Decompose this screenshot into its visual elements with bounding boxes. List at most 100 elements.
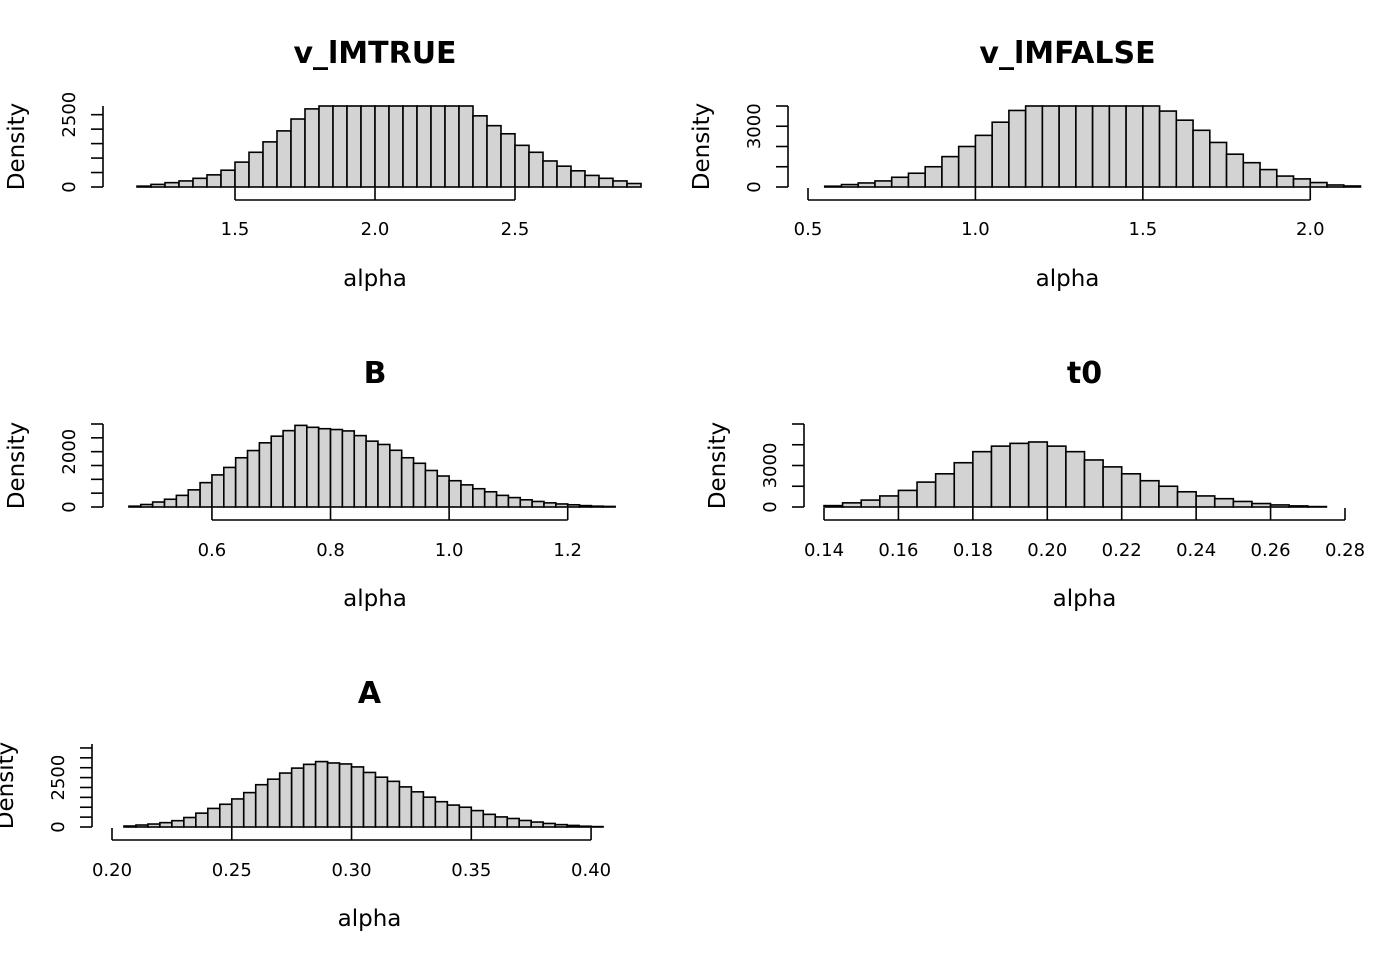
histogram-bar bbox=[519, 499, 533, 508]
histogram-bar bbox=[972, 450, 993, 508]
histogram-bar bbox=[1075, 105, 1094, 188]
histogram-bar bbox=[578, 504, 593, 508]
histogram-bar bbox=[402, 105, 418, 188]
histogram-bar bbox=[374, 105, 390, 188]
panel-4: A 0.20 0.25 0.30 0.35 0.40 0 2500 alpha Density bbox=[0, 676, 611, 932]
x-axis-label: alpha bbox=[338, 906, 402, 932]
histogram-bar bbox=[495, 494, 510, 508]
histogram-bar bbox=[542, 160, 558, 188]
histogram-bar bbox=[1108, 105, 1127, 188]
histogram-bar bbox=[424, 469, 439, 508]
histogram-bar bbox=[1192, 129, 1211, 188]
histogram-bar bbox=[1232, 500, 1253, 508]
histogram-bar bbox=[1102, 466, 1123, 508]
histogram-bar bbox=[840, 183, 860, 188]
histogram-bar bbox=[1326, 184, 1345, 188]
histogram-bar bbox=[410, 791, 425, 828]
histogram-bar bbox=[163, 498, 178, 508]
histogram-bar bbox=[389, 449, 403, 508]
histogram-bar bbox=[346, 105, 362, 188]
y-tick-label: 2000 bbox=[59, 429, 80, 475]
panel-title: v_lMTRUE bbox=[293, 36, 456, 71]
panel-2: B 0.6 0.8 1.0 1.2 0 2000 alpha Density bbox=[4, 356, 616, 612]
histogram-bar bbox=[460, 484, 474, 508]
histogram-bar bbox=[1195, 495, 1216, 508]
histogram-bar bbox=[514, 144, 530, 188]
x-tick-label: 1.0 bbox=[961, 219, 990, 240]
histogram-bar bbox=[841, 502, 863, 508]
histogram-bar bbox=[386, 780, 401, 828]
histogram-bar bbox=[175, 494, 190, 508]
histogram-bar bbox=[1288, 505, 1309, 508]
histogram-bar bbox=[1083, 459, 1104, 508]
histogram-bar bbox=[486, 124, 502, 188]
histogram-bar bbox=[1225, 153, 1245, 188]
histogram-bar bbox=[500, 132, 516, 188]
x-tick-label: 0.25 bbox=[212, 860, 252, 881]
x-tick-label: 0.22 bbox=[1102, 540, 1142, 561]
histogram-bar bbox=[246, 449, 261, 508]
histogram-bar bbox=[350, 766, 365, 828]
histogram-bar bbox=[230, 798, 245, 828]
histogram-bar bbox=[422, 796, 437, 828]
histogram-bar bbox=[135, 824, 149, 828]
x-tick-label: 0.16 bbox=[878, 540, 918, 561]
histogram-bar bbox=[1041, 105, 1060, 188]
histogram-bar bbox=[483, 490, 498, 508]
histogram-bar bbox=[234, 161, 250, 188]
y-tick-label: 0 bbox=[59, 181, 80, 192]
histogram-bar bbox=[494, 816, 509, 828]
histogram-bar bbox=[332, 105, 348, 188]
histogram-bar bbox=[218, 803, 233, 828]
histogram-bar bbox=[178, 180, 194, 188]
histogram-bar bbox=[916, 481, 937, 508]
x-tick-label: 0.40 bbox=[571, 860, 611, 881]
histogram-bar bbox=[482, 813, 497, 828]
histogram-bar bbox=[543, 502, 557, 508]
histogram-bar bbox=[430, 105, 446, 188]
histogram-bar bbox=[199, 481, 213, 508]
histogram-bar bbox=[897, 489, 918, 508]
x-tick-label: 1.0 bbox=[435, 540, 464, 561]
histogram-bar bbox=[506, 817, 521, 828]
histogram-bar bbox=[314, 760, 329, 828]
histogram-bar bbox=[416, 105, 432, 188]
panel-0: v_lMTRUE 1.5 2.0 2.5 0 2500 alpha Density bbox=[4, 36, 642, 292]
histogram-bar bbox=[206, 174, 222, 188]
histogram-bar bbox=[924, 165, 943, 188]
histogram-bar bbox=[242, 791, 257, 828]
histogram-bar bbox=[1275, 175, 1295, 188]
x-axis-label: alpha bbox=[343, 586, 407, 612]
histogram-bar bbox=[341, 430, 356, 508]
x-tick-label: 0.14 bbox=[804, 540, 844, 561]
histogram-bar bbox=[290, 118, 306, 188]
y-tick-label: 0 bbox=[760, 501, 781, 512]
histogram-bar bbox=[1242, 161, 1261, 188]
histogram-bar bbox=[1342, 185, 1362, 188]
histogram-bar bbox=[362, 771, 377, 828]
histogram-bar bbox=[1058, 105, 1077, 188]
histogram-bar bbox=[304, 108, 320, 188]
histogram-bar bbox=[223, 466, 237, 508]
y-tick-label: 2500 bbox=[48, 755, 69, 801]
histogram-bar bbox=[823, 185, 843, 188]
histogram-bar bbox=[1176, 490, 1197, 508]
histogram-bar bbox=[234, 456, 249, 508]
histogram-bar bbox=[207, 807, 221, 828]
x-tick-label: 0.20 bbox=[1027, 540, 1067, 561]
histogram-bar bbox=[1065, 450, 1086, 508]
histogram-bar bbox=[1269, 504, 1290, 508]
histogram-bar bbox=[446, 804, 461, 828]
panel-title: A bbox=[358, 676, 382, 711]
histogram-bar bbox=[282, 429, 296, 508]
y-axis-label: Density bbox=[4, 103, 30, 190]
panel-title: t0 bbox=[1067, 356, 1102, 391]
y-tick-label: 2500 bbox=[59, 92, 80, 138]
y-tick-label: 0 bbox=[744, 181, 765, 192]
histogram-bar bbox=[187, 489, 201, 508]
y-tick-label: 0 bbox=[59, 501, 80, 512]
histogram-bar bbox=[388, 105, 404, 188]
y-tick-label: 0 bbox=[48, 821, 69, 832]
histogram-bar bbox=[360, 105, 376, 188]
histogram-bar bbox=[860, 499, 881, 508]
